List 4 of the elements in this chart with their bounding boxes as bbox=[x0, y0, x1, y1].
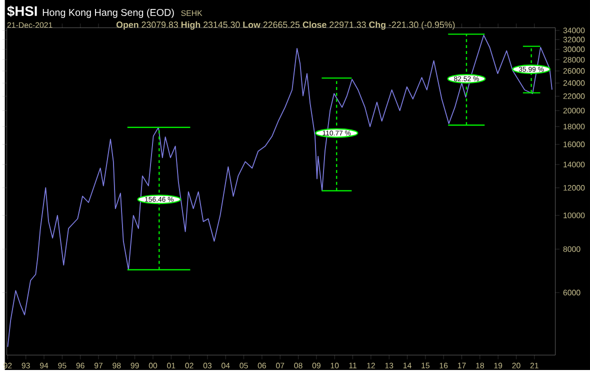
text: Open 23079.83 High 23145.30 Low 22665.25 Close 22971.33 Chg -221.30 (-0.95%) bbox=[116, 21, 455, 30]
chart-title: $HSI bbox=[7, 6, 37, 18]
line-series bbox=[7, 34, 552, 348]
chart-subtitle: Hong Kong Hang Seng (EOD) bbox=[42, 8, 174, 18]
